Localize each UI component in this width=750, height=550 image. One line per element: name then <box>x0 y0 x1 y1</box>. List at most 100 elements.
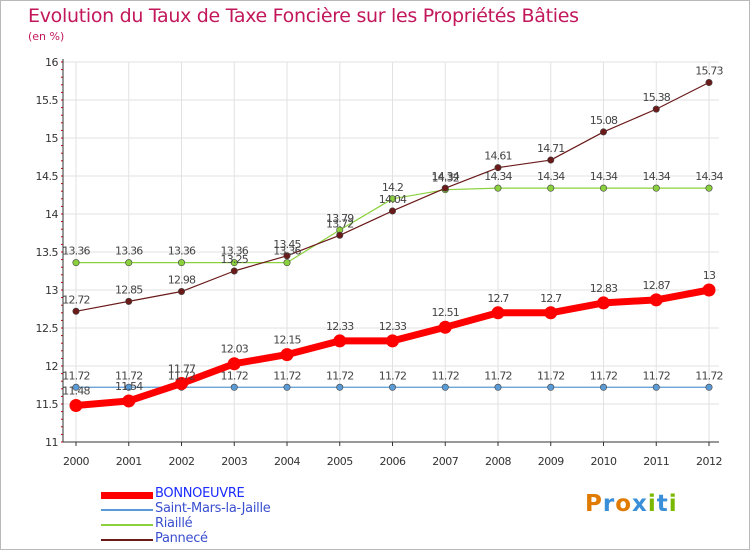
y-tick-label: 14 <box>45 208 58 221</box>
x-tick-label: 2001 <box>116 455 142 468</box>
x-tick-label: 2011 <box>643 455 669 468</box>
data-label: 13 <box>703 269 716 282</box>
legend-swatch <box>101 524 153 526</box>
data-label: 11.72 <box>115 369 143 382</box>
data-point-2 <box>230 259 238 267</box>
data-point-0 <box>544 306 558 320</box>
data-label: 15.38 <box>643 91 671 104</box>
data-label: 13.36 <box>115 245 143 258</box>
data-label: 12.7 <box>487 292 509 305</box>
logo-letter: o <box>615 491 633 517</box>
data-point-0 <box>491 306 505 320</box>
data-label: 11.72 <box>379 369 407 382</box>
data-point-0 <box>280 348 294 362</box>
data-label: 13.36 <box>221 245 249 258</box>
x-tick-label: 2005 <box>327 455 353 468</box>
data-label: 12.98 <box>168 274 196 287</box>
data-label: 14.34 <box>643 170 671 183</box>
x-tick-label: 2000 <box>63 455 89 468</box>
x-tick-label: 2009 <box>538 455 564 468</box>
data-point-0 <box>438 320 452 334</box>
legend-label: Pannecé <box>155 531 208 546</box>
x-tick-label: 2007 <box>432 455 458 468</box>
grid-layer <box>63 61 719 443</box>
data-point-2 <box>705 184 713 192</box>
data-point-3 <box>336 231 344 239</box>
data-point-1 <box>336 383 344 391</box>
data-label: 15.08 <box>590 114 618 127</box>
label-layer: 11.48 11.54 11.77 12.03 12.15 12.33 12.33 12.51… <box>62 65 724 398</box>
data-point-0 <box>227 357 241 371</box>
data-label: 13.36 <box>273 245 301 258</box>
x-tick-label: 2008 <box>485 455 511 468</box>
logo-letter: i <box>668 491 678 517</box>
data-label: 11.77 <box>168 362 196 375</box>
series-layer <box>69 79 716 413</box>
data-label: 12.7 <box>540 292 562 305</box>
data-point-1 <box>283 383 291 391</box>
data-label: 12.15 <box>273 334 301 347</box>
y-tick-label: 13.5 <box>36 246 59 259</box>
data-label: 11.72 <box>695 369 723 382</box>
data-label: 14.32 <box>432 172 460 185</box>
data-label: 11.72 <box>273 369 301 382</box>
data-point-2 <box>72 259 80 267</box>
data-label: 14.34 <box>695 170 723 183</box>
x-tick-label: 2003 <box>221 455 247 468</box>
data-point-0 <box>175 376 188 390</box>
data-label: 15.73 <box>695 65 723 78</box>
logo-letter: P <box>585 491 603 517</box>
chart-title: Evolution du Taux de Taxe Foncière sur l… <box>28 5 579 27</box>
data-label: 13.25 <box>221 253 249 266</box>
data-point-0 <box>386 334 399 348</box>
data-point-0 <box>649 293 663 307</box>
legend-label: Saint-Mars-la-Jaille <box>155 501 271 516</box>
data-point-3 <box>599 128 607 136</box>
data-point-1 <box>547 383 555 391</box>
data-point-1 <box>705 383 713 391</box>
proxiti-logo: Proxiti <box>585 491 678 517</box>
chart-unit: (en %) <box>28 30 65 43</box>
y-tick-label: 12.5 <box>36 322 59 335</box>
data-point-0 <box>333 334 347 348</box>
y-tick-label: 14.5 <box>36 170 59 183</box>
data-label: 12.83 <box>590 282 618 295</box>
logo-letter: x <box>632 491 648 517</box>
data-label: 11.72 <box>62 369 90 382</box>
data-label: 14.2 <box>382 181 403 194</box>
data-label: 14.04 <box>379 193 407 206</box>
data-label: 14.61 <box>484 150 512 163</box>
data-point-0 <box>122 394 136 408</box>
data-label: 11.72 <box>590 369 618 382</box>
data-point-2 <box>125 259 133 267</box>
data-label: 14.34 <box>432 170 460 183</box>
logo-letter: r <box>602 491 616 517</box>
data-point-2 <box>283 259 291 267</box>
x-tick-label: 2002 <box>169 455 195 468</box>
data-label: 11.72 <box>221 369 249 382</box>
data-label: 11.72 <box>484 369 512 382</box>
data-label: 11.48 <box>62 385 90 398</box>
data-point-2 <box>547 184 555 192</box>
data-point-0 <box>702 283 716 297</box>
data-label: 11.72 <box>168 369 196 382</box>
legend-swatch <box>101 539 153 541</box>
data-label: 13.79 <box>326 212 354 225</box>
data-label: 12.51 <box>432 306 460 319</box>
data-point-0 <box>69 399 83 413</box>
data-point-3 <box>705 79 713 87</box>
data-point-2 <box>178 259 186 267</box>
y-tick-label: 11.5 <box>36 398 59 411</box>
data-point-2 <box>388 195 396 203</box>
data-point-3 <box>547 156 555 164</box>
y-tick-label: 15.5 <box>36 94 59 107</box>
data-point-1 <box>599 383 607 391</box>
data-point-3 <box>283 252 291 260</box>
data-point-3 <box>230 267 238 275</box>
data-label: 11.72 <box>432 369 460 382</box>
data-point-3 <box>494 164 502 172</box>
data-point-2 <box>494 184 502 192</box>
data-point-0 <box>597 296 610 310</box>
